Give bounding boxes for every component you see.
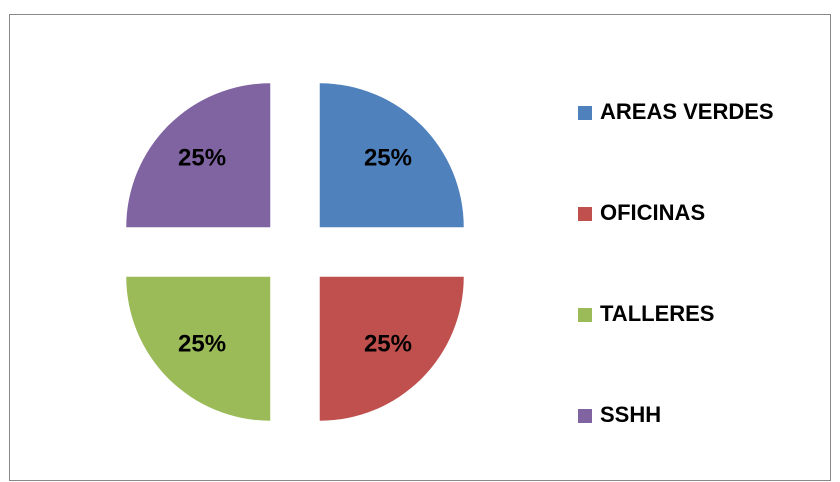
pie-slice <box>319 83 464 228</box>
legend-label: OFICINAS <box>600 200 705 225</box>
pie-slice <box>126 83 271 228</box>
value-label: 25% <box>178 144 226 171</box>
chart-border <box>9 14 831 481</box>
pie-slice <box>126 276 271 421</box>
legend-swatch <box>578 106 592 120</box>
legend-swatch <box>578 308 592 322</box>
legend-swatch <box>578 207 592 221</box>
legend-swatch <box>578 409 592 423</box>
value-label: 25% <box>364 144 412 171</box>
value-label: 25% <box>178 330 226 357</box>
value-label: 25% <box>364 330 412 357</box>
legend-label: AREAS VERDES <box>600 99 774 124</box>
pie-slice <box>319 276 464 421</box>
legend-label: SSHH <box>600 402 661 427</box>
legend-label: TALLERES <box>600 301 714 326</box>
